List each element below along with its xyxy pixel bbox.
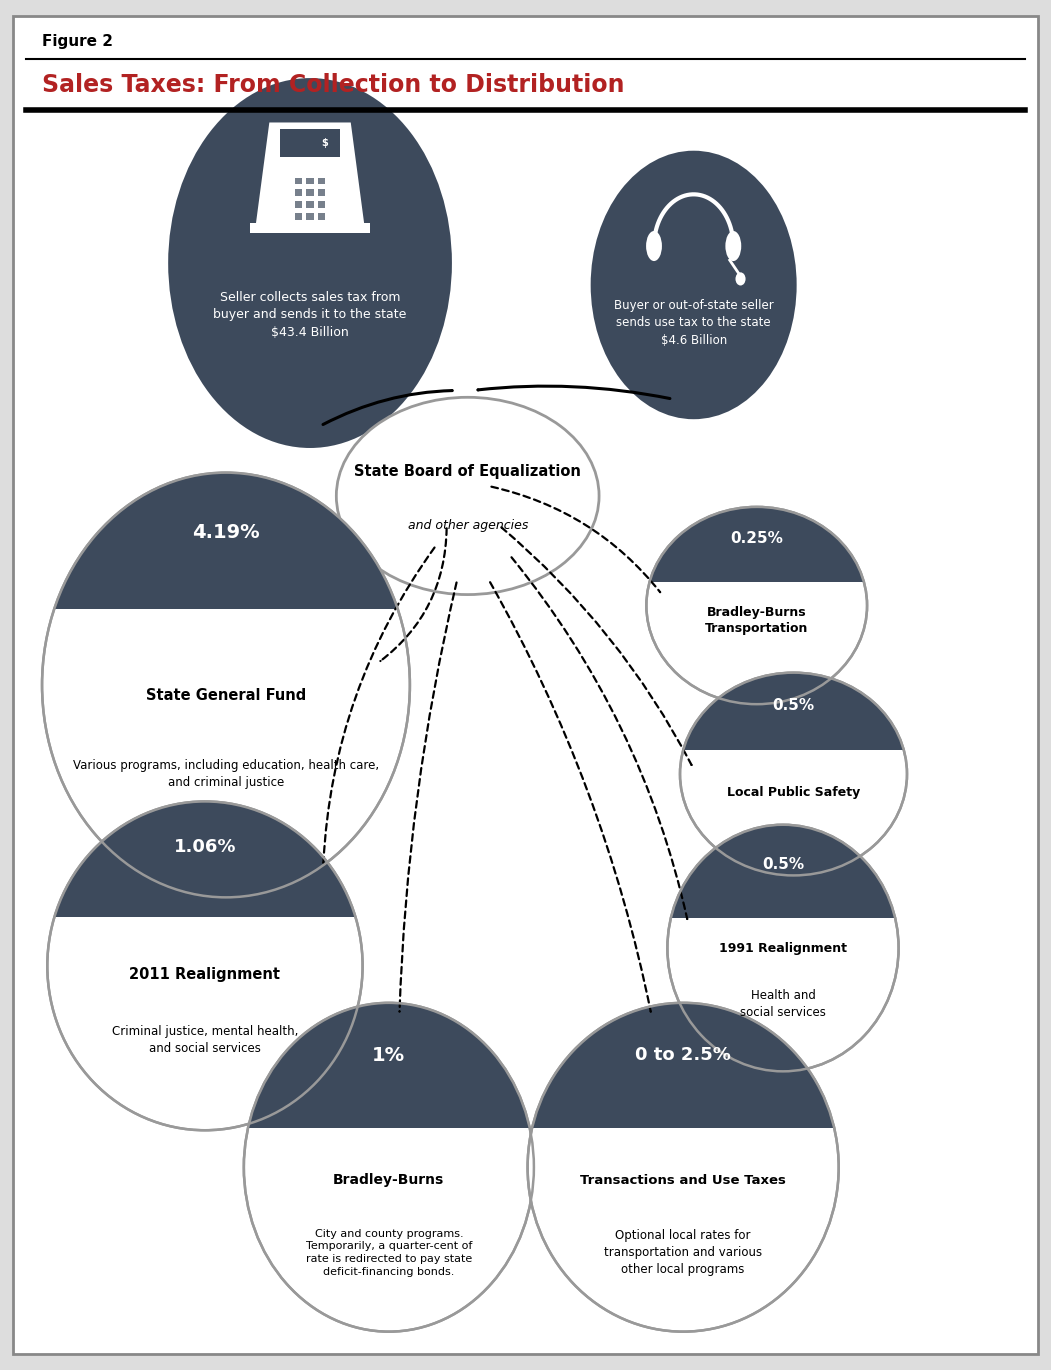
Ellipse shape xyxy=(244,1003,534,1332)
FancyArrowPatch shape xyxy=(478,386,669,399)
Text: State General Fund: State General Fund xyxy=(146,688,306,703)
Circle shape xyxy=(168,78,452,448)
Text: 1.06%: 1.06% xyxy=(173,838,236,856)
Text: 0.5%: 0.5% xyxy=(772,697,815,712)
Text: Seller collects sales tax from
buyer and sends it to the state
$43.4 Billion: Seller collects sales tax from buyer and… xyxy=(213,290,407,338)
FancyArrowPatch shape xyxy=(492,486,660,592)
Bar xyxy=(307,178,313,184)
Ellipse shape xyxy=(680,673,907,875)
Ellipse shape xyxy=(47,801,363,1130)
Text: $: $ xyxy=(322,138,328,148)
Text: 0.25%: 0.25% xyxy=(730,532,783,547)
Bar xyxy=(317,189,325,196)
Text: 4.19%: 4.19% xyxy=(192,522,260,541)
FancyArrowPatch shape xyxy=(324,548,434,863)
Text: Bradley-Burns: Bradley-Burns xyxy=(333,1173,445,1188)
Ellipse shape xyxy=(667,825,899,1071)
Ellipse shape xyxy=(42,473,410,897)
FancyArrowPatch shape xyxy=(399,582,456,1011)
Text: Bradley-Burns
Transportation: Bradley-Burns Transportation xyxy=(705,606,808,634)
FancyArrowPatch shape xyxy=(490,582,651,1011)
Text: Transactions and Use Taxes: Transactions and Use Taxes xyxy=(580,1174,786,1186)
Text: 1%: 1% xyxy=(372,1045,406,1064)
Ellipse shape xyxy=(646,507,867,704)
Ellipse shape xyxy=(244,1003,534,1332)
Text: Health and
social services: Health and social services xyxy=(740,989,826,1018)
Polygon shape xyxy=(255,122,365,225)
Bar xyxy=(295,214,303,221)
Ellipse shape xyxy=(646,232,662,262)
Bar xyxy=(307,189,313,196)
Text: Sales Taxes: From Collection to Distribution: Sales Taxes: From Collection to Distribu… xyxy=(42,73,624,97)
Text: Buyer or out-of-state seller
sends use tax to the state
$4.6 Billion: Buyer or out-of-state seller sends use t… xyxy=(614,299,774,347)
Bar xyxy=(307,214,313,221)
Ellipse shape xyxy=(528,1003,839,1332)
Bar xyxy=(250,223,370,233)
Text: Figure 2: Figure 2 xyxy=(42,34,114,48)
Ellipse shape xyxy=(47,801,363,1130)
Bar xyxy=(295,189,303,196)
Bar xyxy=(295,201,303,208)
Text: City and county programs.
Temporarily, a quarter-cent of
rate is redirected to p: City and county programs. Temporarily, a… xyxy=(306,1229,472,1277)
FancyArrowPatch shape xyxy=(512,558,687,919)
Ellipse shape xyxy=(646,507,867,704)
FancyArrowPatch shape xyxy=(323,390,452,425)
Ellipse shape xyxy=(336,397,599,595)
Bar xyxy=(307,201,313,208)
FancyArrowPatch shape xyxy=(380,529,447,662)
Circle shape xyxy=(736,273,745,285)
Bar xyxy=(317,178,325,184)
Bar xyxy=(295,178,303,184)
Text: 0 to 2.5%: 0 to 2.5% xyxy=(635,1047,731,1064)
Ellipse shape xyxy=(680,673,907,875)
Ellipse shape xyxy=(528,1003,839,1332)
FancyArrowPatch shape xyxy=(501,527,692,764)
Circle shape xyxy=(591,151,797,419)
Bar xyxy=(317,201,325,208)
Text: 2011 Realignment: 2011 Realignment xyxy=(129,967,281,981)
Ellipse shape xyxy=(725,232,741,262)
Text: and other agencies: and other agencies xyxy=(408,519,528,532)
Text: Optional local rates for
transportation and various
other local programs: Optional local rates for transportation … xyxy=(604,1229,762,1277)
Text: 0.5%: 0.5% xyxy=(762,856,804,871)
Bar xyxy=(317,214,325,221)
Text: Criminal justice, mental health,
and social services: Criminal justice, mental health, and soc… xyxy=(111,1025,298,1055)
Text: Various programs, including education, health care,
and criminal justice: Various programs, including education, h… xyxy=(73,759,379,789)
Text: State Board of Equalization: State Board of Equalization xyxy=(354,464,581,478)
Ellipse shape xyxy=(667,825,899,1071)
Ellipse shape xyxy=(42,473,410,897)
Bar xyxy=(281,129,339,158)
Text: 1991 Realignment: 1991 Realignment xyxy=(719,941,847,955)
Text: Local Public Safety: Local Public Safety xyxy=(727,786,860,799)
